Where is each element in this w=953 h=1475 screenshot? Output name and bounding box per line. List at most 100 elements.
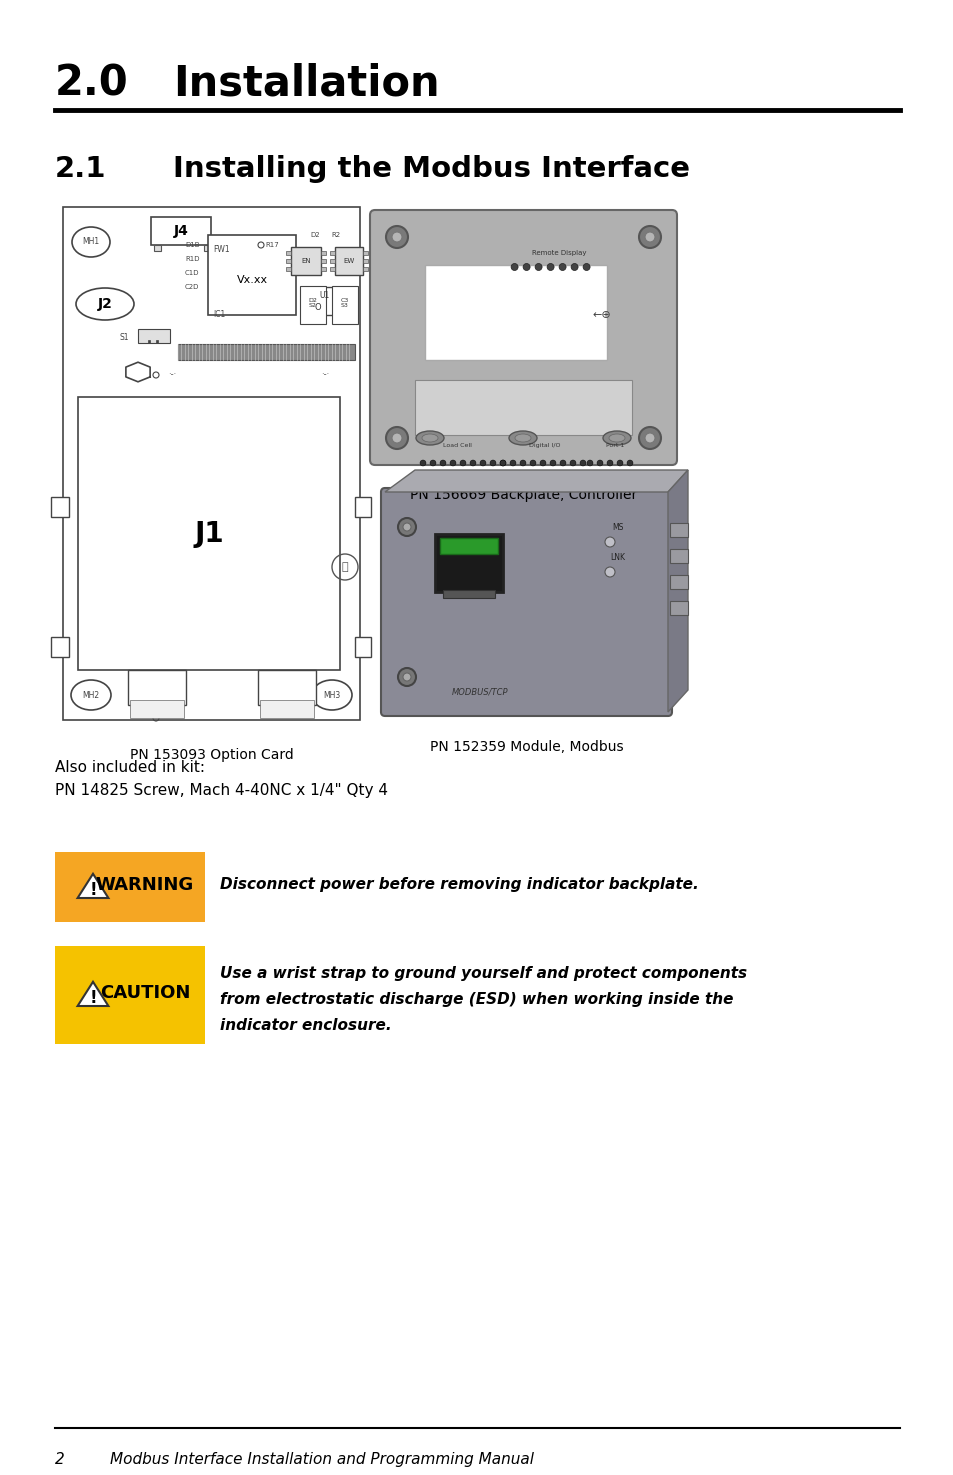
Bar bbox=[291, 246, 320, 274]
Text: S1: S1 bbox=[120, 332, 130, 342]
Bar bbox=[669, 549, 687, 563]
Text: Installation: Installation bbox=[172, 62, 439, 105]
Circle shape bbox=[582, 264, 590, 270]
Text: O: O bbox=[314, 302, 321, 311]
Bar bbox=[669, 600, 687, 615]
Bar bbox=[63, 207, 359, 720]
Text: WARNING: WARNING bbox=[95, 876, 193, 894]
Text: PN 152359 Module, Modbus: PN 152359 Module, Modbus bbox=[429, 740, 622, 754]
Text: Vx.xx: Vx.xx bbox=[236, 274, 267, 285]
Circle shape bbox=[386, 226, 408, 248]
Circle shape bbox=[535, 264, 541, 270]
Text: Port 1: Port 1 bbox=[605, 442, 623, 448]
Bar bbox=[138, 329, 170, 344]
Bar bbox=[204, 245, 211, 251]
Circle shape bbox=[597, 460, 602, 466]
Circle shape bbox=[510, 460, 516, 466]
Circle shape bbox=[604, 537, 615, 547]
Bar bbox=[669, 575, 687, 589]
Circle shape bbox=[397, 518, 416, 535]
Text: C2D: C2D bbox=[185, 285, 199, 291]
Circle shape bbox=[617, 460, 622, 466]
Circle shape bbox=[546, 264, 554, 270]
Polygon shape bbox=[77, 873, 109, 898]
Bar bbox=[330, 251, 335, 255]
Circle shape bbox=[402, 673, 411, 681]
Text: Use a wrist strap to ground yourself and protect components: Use a wrist strap to ground yourself and… bbox=[220, 966, 746, 981]
Text: EW: EW bbox=[343, 258, 355, 264]
Text: ·-·: ·-· bbox=[168, 370, 176, 379]
Circle shape bbox=[459, 460, 465, 466]
Circle shape bbox=[644, 232, 655, 242]
Circle shape bbox=[522, 264, 530, 270]
Circle shape bbox=[550, 460, 556, 466]
Text: ·-·: ·-· bbox=[320, 370, 329, 379]
Text: LNK: LNK bbox=[610, 553, 625, 562]
Text: J1: J1 bbox=[194, 519, 224, 547]
Text: D2: D2 bbox=[310, 232, 319, 237]
Circle shape bbox=[439, 460, 446, 466]
Circle shape bbox=[490, 460, 496, 466]
FancyBboxPatch shape bbox=[380, 488, 671, 715]
Ellipse shape bbox=[515, 434, 531, 442]
Text: PN 153093 Option Card: PN 153093 Option Card bbox=[130, 748, 294, 763]
Text: Disconnect power before removing indicator backplate.: Disconnect power before removing indicat… bbox=[220, 878, 698, 892]
Bar bbox=[55, 945, 205, 1044]
Circle shape bbox=[639, 226, 660, 248]
Circle shape bbox=[519, 460, 525, 466]
Bar bbox=[178, 344, 355, 360]
FancyBboxPatch shape bbox=[370, 209, 677, 465]
Ellipse shape bbox=[602, 431, 630, 445]
Text: 2.1: 2.1 bbox=[55, 155, 107, 183]
Circle shape bbox=[511, 264, 517, 270]
Bar bbox=[355, 637, 371, 656]
Bar bbox=[415, 381, 631, 435]
Text: MH1: MH1 bbox=[82, 237, 99, 246]
Text: Load Cell: Load Cell bbox=[442, 442, 471, 448]
Text: C1D: C1D bbox=[185, 270, 199, 276]
Bar bbox=[128, 670, 186, 705]
Text: Also included in kit:: Also included in kit: bbox=[55, 760, 205, 774]
Bar bbox=[208, 235, 295, 316]
Bar bbox=[330, 260, 335, 263]
Text: FW1: FW1 bbox=[213, 245, 230, 255]
Bar bbox=[257, 670, 315, 705]
Text: R2: R2 bbox=[331, 232, 340, 237]
Text: indicator enclosure.: indicator enclosure. bbox=[220, 1018, 392, 1032]
Bar bbox=[148, 341, 150, 344]
Text: EN: EN bbox=[301, 258, 311, 264]
Bar bbox=[435, 534, 502, 591]
Text: U1: U1 bbox=[319, 291, 330, 299]
Bar bbox=[55, 853, 205, 922]
Circle shape bbox=[559, 460, 565, 466]
Bar bbox=[130, 701, 184, 718]
Circle shape bbox=[386, 426, 408, 448]
Bar bbox=[310, 288, 339, 316]
Text: !: ! bbox=[89, 881, 96, 898]
Text: MODBUS/TCP: MODBUS/TCP bbox=[452, 687, 508, 696]
Bar bbox=[320, 260, 326, 263]
Text: Digital I/O: Digital I/O bbox=[529, 442, 560, 448]
Text: PN 156669 Backplate, Controller: PN 156669 Backplate, Controller bbox=[410, 488, 637, 502]
Bar bbox=[78, 397, 339, 670]
Bar bbox=[363, 267, 368, 271]
Circle shape bbox=[430, 460, 436, 466]
Circle shape bbox=[479, 460, 485, 466]
Circle shape bbox=[586, 460, 593, 466]
Bar bbox=[669, 524, 687, 537]
Circle shape bbox=[470, 460, 476, 466]
Circle shape bbox=[530, 460, 536, 466]
Bar bbox=[335, 246, 363, 274]
Text: 2: 2 bbox=[55, 1451, 65, 1468]
Bar bbox=[363, 260, 368, 263]
Circle shape bbox=[499, 460, 505, 466]
Bar bbox=[320, 251, 326, 255]
Text: R1D: R1D bbox=[185, 257, 199, 263]
Text: J2: J2 bbox=[97, 296, 112, 311]
Bar bbox=[439, 538, 497, 555]
Ellipse shape bbox=[509, 431, 537, 445]
Circle shape bbox=[569, 460, 576, 466]
Circle shape bbox=[450, 460, 456, 466]
Circle shape bbox=[604, 566, 615, 577]
Text: R17: R17 bbox=[265, 242, 278, 248]
